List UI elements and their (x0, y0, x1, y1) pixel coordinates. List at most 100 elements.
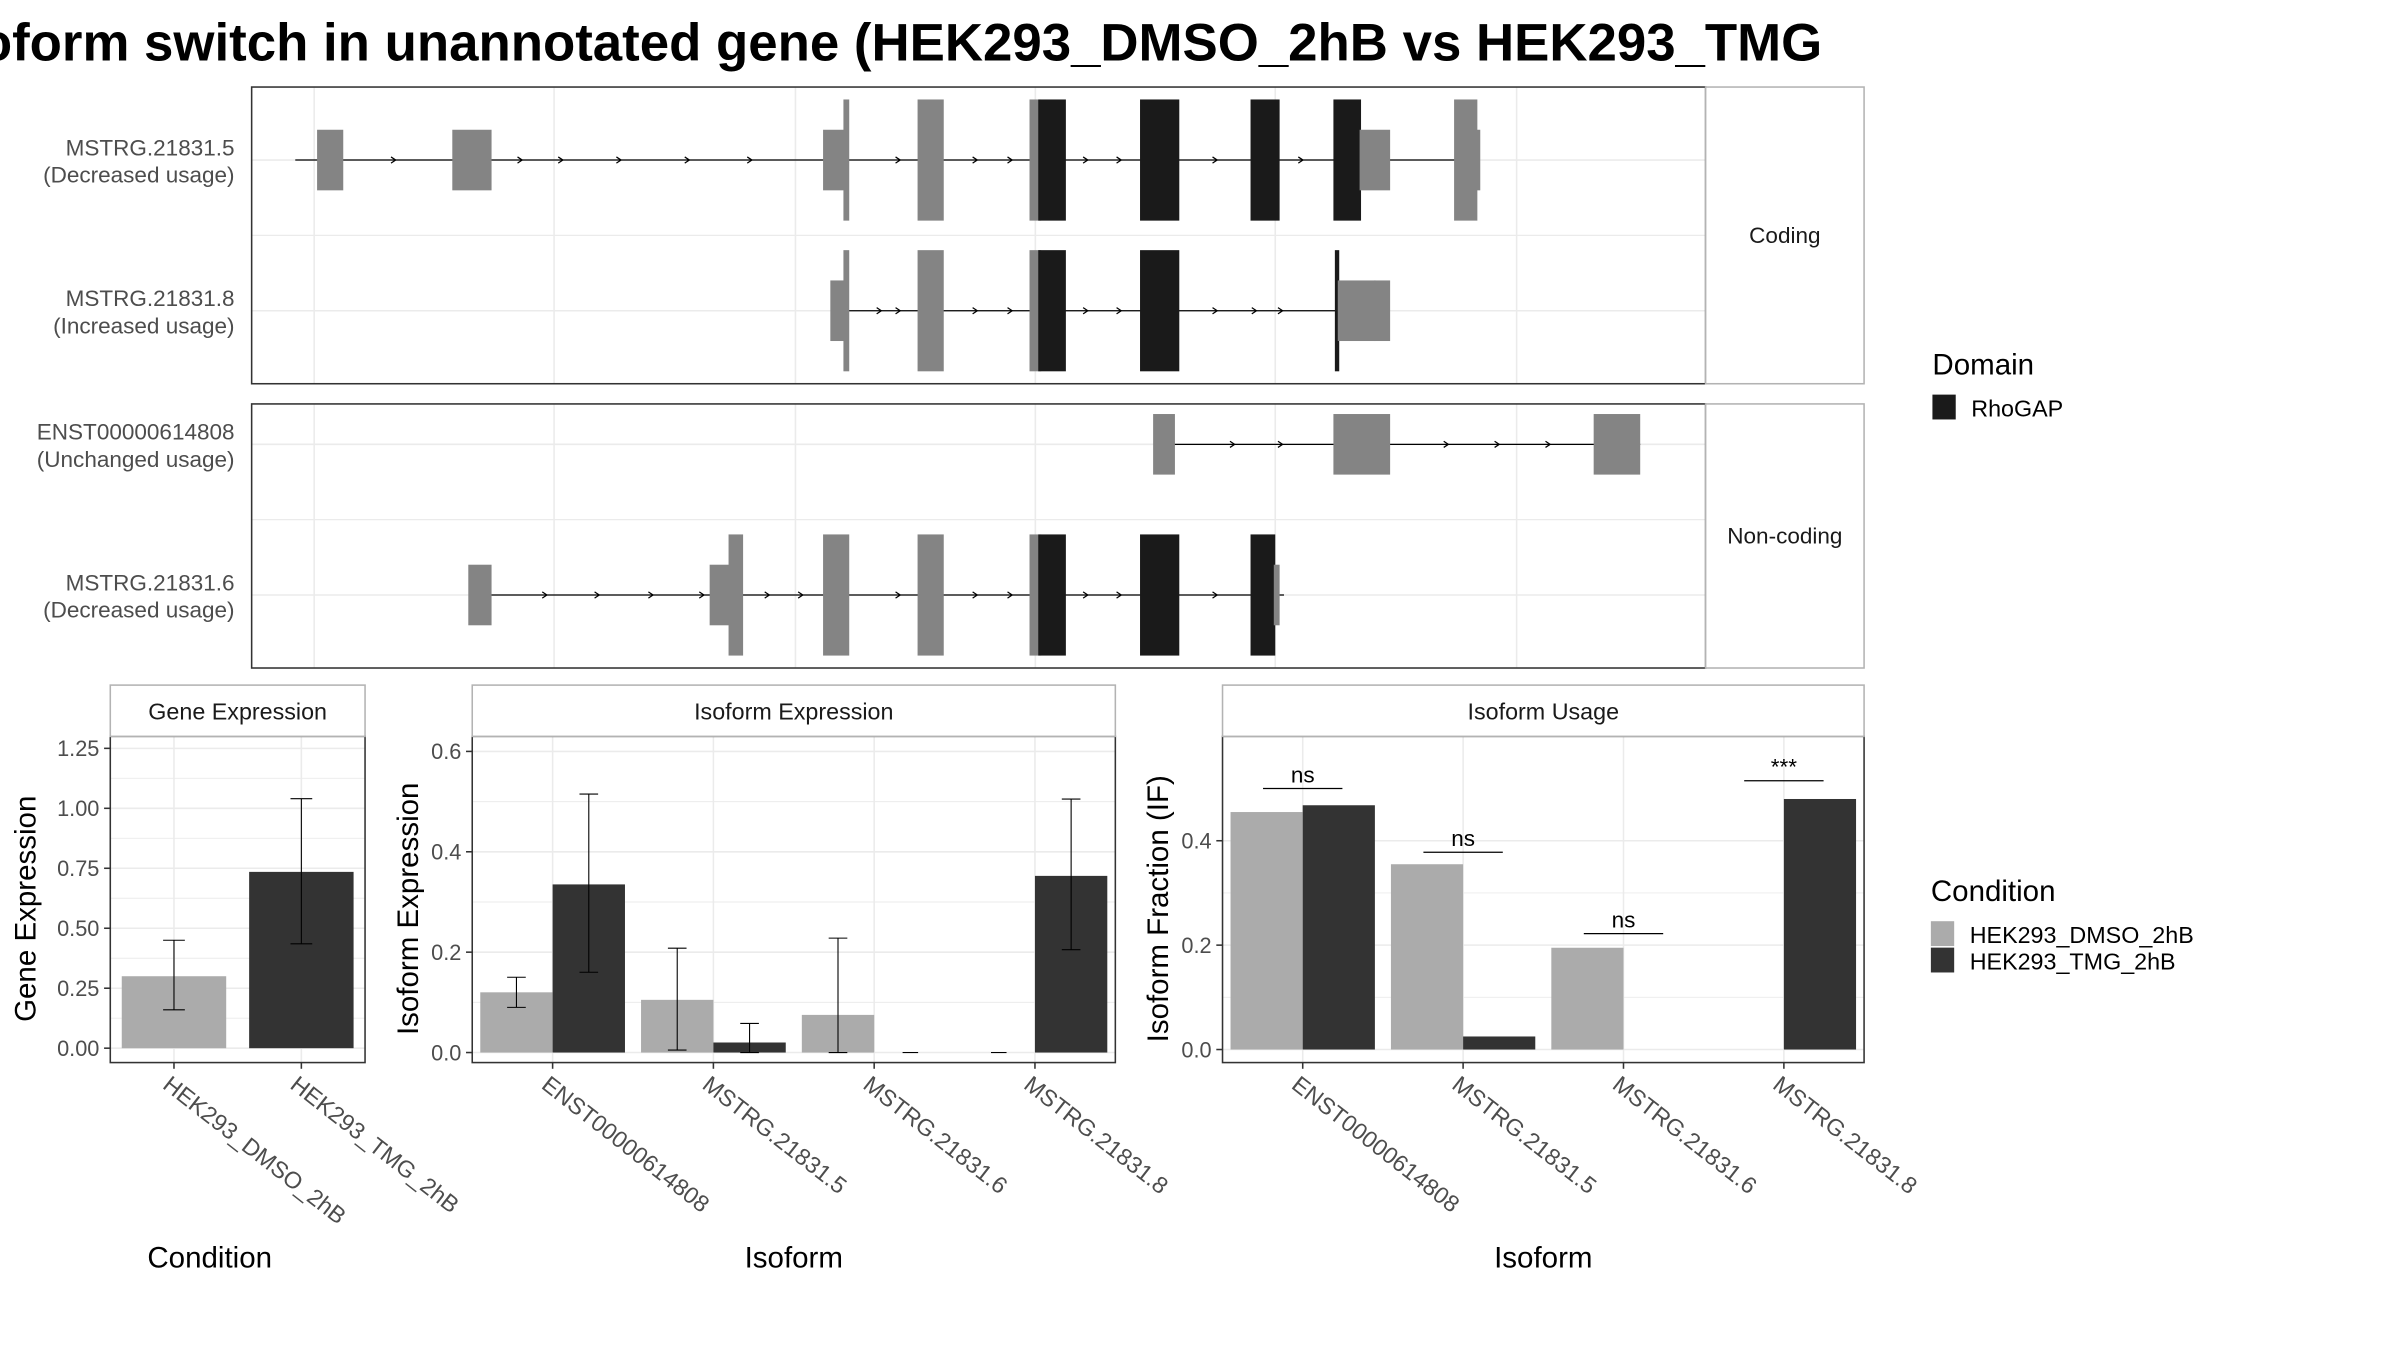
legend-condition-swatch (1930, 947, 1955, 973)
coding-exon (917, 250, 944, 372)
y-tick-label: 1.00 (57, 796, 99, 821)
intron-direction-arrow (746, 156, 754, 164)
legend-domain-label: RhoGAP (1971, 395, 2063, 421)
legend-condition-label: HEK293_DMSO_2hB (1970, 922, 2194, 948)
utr-exon (1374, 280, 1391, 342)
utr-exon (1153, 414, 1175, 475)
intron-direction-arrow (1116, 307, 1123, 315)
transcript-usage-label: (Unchanged usage) (37, 447, 235, 472)
significance-label: ns (1291, 762, 1315, 787)
intron-direction-arrow (895, 156, 902, 164)
intron-direction-arrow (1007, 591, 1014, 599)
y-axis-title: Isoform Expression (392, 783, 425, 1035)
domain-exon (1140, 99, 1180, 221)
x-axis-title: Condition (147, 1242, 272, 1275)
x-tick-label: MSTRG.21831.6 (1608, 1071, 1762, 1199)
coding-exon (1454, 99, 1478, 221)
utr-exon (1337, 280, 1376, 342)
domain-exon (1250, 534, 1276, 656)
intron-direction-arrow (1082, 156, 1089, 164)
coding-exon (823, 534, 850, 656)
panel-strip-label: Isoform Usage (1468, 698, 1620, 724)
coding-exon (1029, 250, 1042, 372)
utr-exon (1359, 129, 1391, 191)
intron-direction-arrow (876, 307, 883, 315)
intron-direction-arrow (1212, 156, 1219, 164)
y-tick-label: 1.25 (57, 736, 99, 761)
intron-direction-arrow (1277, 307, 1284, 315)
bar (1783, 798, 1857, 1050)
facet-strip (1221, 684, 1865, 738)
intron-direction-arrow (895, 307, 902, 315)
intron-direction-arrow (1007, 307, 1014, 315)
utr-exon (1593, 414, 1641, 475)
intron-direction-arrow (972, 591, 979, 599)
intron-direction-arrow (1277, 440, 1284, 448)
y-tick-label: 0.0 (1181, 1037, 1211, 1062)
legend-domain-swatch (1932, 394, 1956, 420)
coding-exon (917, 534, 944, 656)
intron-direction-arrow (972, 307, 979, 315)
facet-strip (1704, 86, 1865, 385)
intron-direction-arrow (797, 591, 804, 599)
intron-direction-arrow (1251, 307, 1258, 315)
bar (1463, 1036, 1536, 1050)
y-tick-label: 0.4 (1181, 829, 1211, 854)
intron-direction-arrow (1082, 591, 1089, 599)
intron-direction-arrow (1443, 440, 1450, 448)
bar (1390, 864, 1464, 1050)
domain-exon (1140, 534, 1180, 656)
legend-domain-title: Domain (1932, 348, 2034, 381)
intron-direction-arrow (1116, 591, 1123, 599)
y-tick-label: 0.25 (57, 976, 99, 1001)
y-axis-title: Gene Expression (10, 796, 43, 1022)
transcript-id-label: MSTRG.21831.8 (66, 286, 235, 311)
y-tick-label: 0.6 (431, 739, 461, 764)
intron-direction-arrow (764, 591, 771, 599)
intron-direction-arrow (1007, 156, 1014, 164)
intron-direction-arrow (1116, 156, 1123, 164)
y-axis-title: Isoform Fraction (IF) (1142, 775, 1175, 1042)
transcript-usage-label: (Decreased usage) (43, 598, 234, 623)
significance-label: ns (1451, 826, 1475, 851)
intron-direction-arrow (1229, 440, 1236, 448)
x-tick-label: MSTRG.21831.5 (698, 1071, 852, 1199)
panel-strip-label: Gene Expression (148, 698, 327, 724)
intron-direction-arrow (1212, 307, 1219, 315)
legend-condition-swatch (1930, 921, 1955, 947)
utr-exon (468, 564, 492, 626)
coding-exon (728, 534, 744, 656)
x-tick-label: MSTRG.21831.8 (1019, 1071, 1173, 1199)
x-tick-label: MSTRG.21831.6 (859, 1071, 1013, 1199)
y-tick-label: 0.75 (57, 856, 99, 881)
intron-direction-arrow (1212, 591, 1219, 599)
coding-exon (1029, 534, 1042, 656)
x-axis-title: Isoform (745, 1242, 843, 1275)
utr-exon (1273, 564, 1280, 626)
domain-exon (1038, 250, 1066, 372)
intron-direction-arrow (616, 156, 623, 164)
utr-exon (452, 129, 492, 191)
intron-direction-arrow (648, 591, 655, 599)
bar-panel-3: 0.0 0.2 0.4 ns ns ns *** Isoform Usage ENST00000… (1142, 684, 1922, 1275)
y-tick-label: 0.0 (431, 1040, 461, 1065)
x-tick-label: ENST00000614808 (1287, 1071, 1464, 1217)
x-tick-label: MSTRG.21831.5 (1448, 1071, 1602, 1199)
y-tick-label: 0.2 (1181, 933, 1211, 958)
legend-condition-title: Condition (1931, 875, 2056, 908)
coding-exon (917, 99, 944, 221)
significance-label: ns (1612, 907, 1636, 932)
domain-exon (1250, 99, 1280, 221)
bar (1230, 812, 1303, 1050)
intron-direction-arrow (684, 156, 691, 164)
intron-direction-arrow (541, 591, 549, 599)
coding-strip-label: Coding (1749, 223, 1820, 248)
figure-title: oform switch in unannotated gene (HEK293… (0, 14, 1822, 73)
y-tick-label: 0.50 (57, 916, 99, 941)
x-tick-label: ENST00000614808 (537, 1071, 714, 1217)
coding-exon (1029, 99, 1042, 221)
intron-direction-arrow (517, 156, 524, 164)
intron-direction-arrow (557, 156, 565, 164)
